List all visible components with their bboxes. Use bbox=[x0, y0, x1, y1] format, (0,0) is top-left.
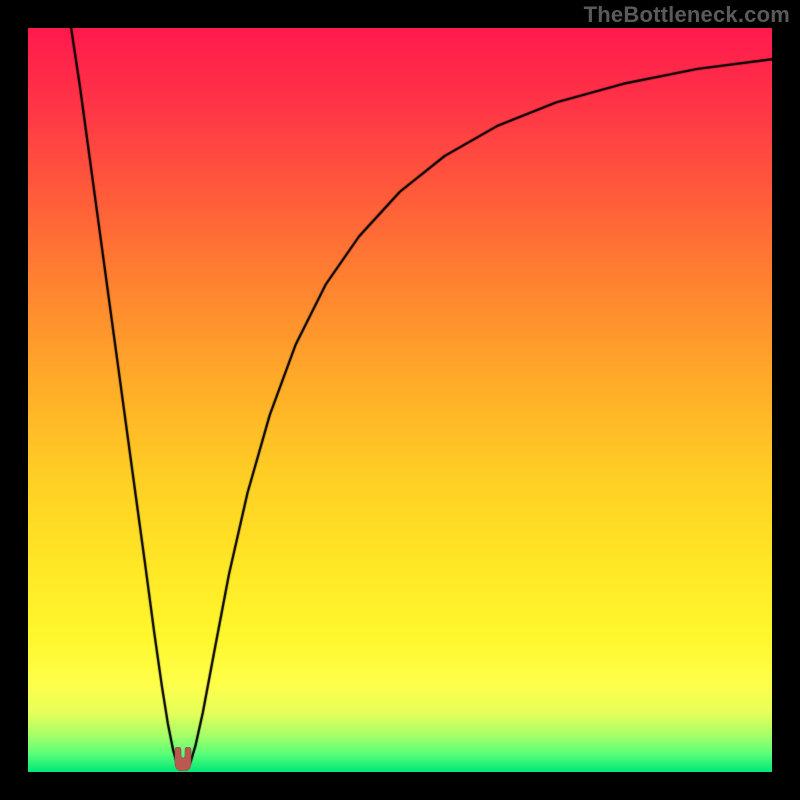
optimum-marker bbox=[172, 747, 194, 771]
u-notch-icon bbox=[172, 747, 194, 771]
bottleneck-curve bbox=[28, 28, 772, 772]
plot-area bbox=[28, 28, 772, 772]
chart-frame: TheBottleneck.com bbox=[0, 0, 800, 800]
watermark-text: TheBottleneck.com bbox=[584, 2, 790, 28]
